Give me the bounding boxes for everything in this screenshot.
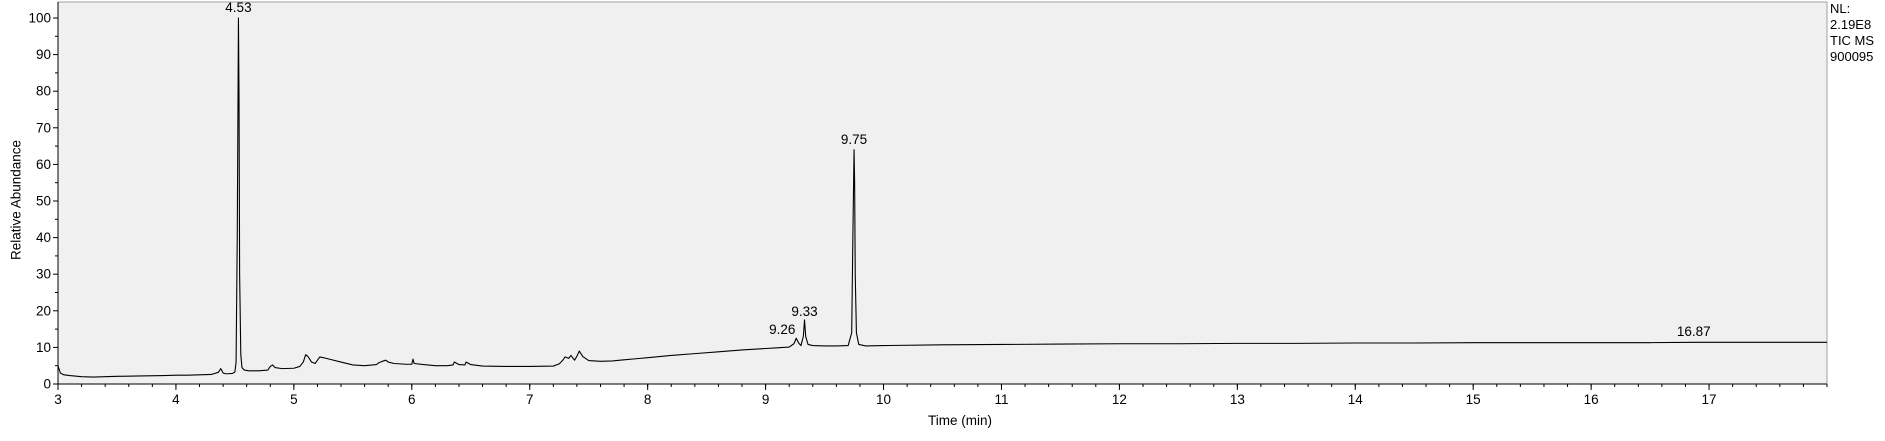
y-tick-label: 60 (36, 157, 51, 172)
y-tick-label: 100 (28, 11, 51, 26)
y-tick-label: 80 (36, 84, 51, 99)
y-tick-label: 30 (36, 267, 51, 282)
peak-label: 4.53 (225, 0, 251, 15)
x-tick-label: 17 (1702, 392, 1717, 407)
info-line-nl: NL: (1830, 1, 1851, 16)
x-tick-label: 11 (994, 392, 1008, 407)
y-tick-label: 90 (36, 47, 51, 62)
y-tick-label: 20 (36, 303, 51, 318)
y-axis-title: Relative Abundance (8, 139, 24, 261)
x-tick-label: 6 (408, 392, 416, 407)
x-tick-label: 12 (1112, 392, 1127, 407)
y-tick-label: 50 (36, 194, 51, 209)
x-tick-label: 8 (644, 392, 652, 407)
x-tick-label: 15 (1466, 392, 1481, 407)
y-tick-label: 70 (36, 120, 51, 135)
chromatogram-trace-0 (57, 17, 1827, 378)
x-tick-label: 14 (1348, 392, 1364, 407)
normalization-info: NL: 2.19E8 TIC MS 900095 (1830, 1, 1874, 65)
peak-label: 9.33 (791, 304, 817, 319)
x-tick-label: 3 (54, 392, 62, 407)
x-tick-label: 9 (762, 392, 770, 407)
y-tick-label: 0 (43, 377, 51, 392)
y-tick-label: 40 (36, 230, 51, 245)
plot-area (57, 1, 1828, 385)
info-line-value: 2.19E8 (1830, 17, 1872, 32)
y-tick-label: 10 (36, 340, 51, 355)
x-tick-label: 5 (290, 392, 298, 407)
x-tick-label: 10 (876, 392, 891, 407)
info-line-id: 900095 (1830, 49, 1874, 64)
peak-label: 9.26 (769, 322, 795, 337)
x-tick-label: 16 (1584, 392, 1599, 407)
x-axis-title: Time (min) (928, 413, 992, 428)
info-line-scan: TIC MS (1830, 33, 1875, 48)
x-tick-label: 13 (1230, 392, 1245, 407)
peak-label: 9.75 (841, 132, 867, 147)
x-tick-label: 4 (172, 392, 180, 407)
peak-label: 16.87 (1677, 324, 1711, 339)
x-tick-label: 7 (526, 392, 534, 407)
